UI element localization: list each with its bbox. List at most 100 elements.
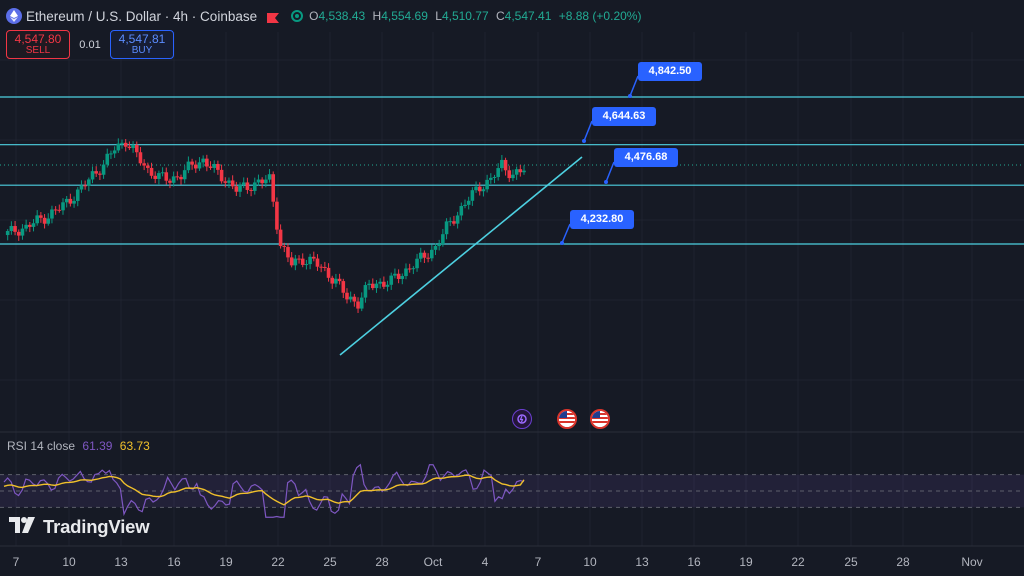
x-tick-label: 22 — [271, 555, 285, 569]
price-tag[interactable]: 4,644.63 — [592, 107, 656, 126]
candle-body — [219, 169, 224, 182]
candle-body — [389, 275, 394, 285]
rsi-legend[interactable]: RSI 14 close 61.39 63.73 — [7, 439, 150, 453]
candle-body — [356, 301, 360, 309]
candle-body — [68, 198, 73, 204]
candle-body — [153, 175, 158, 179]
event-icon[interactable] — [512, 409, 532, 429]
tradingview-logo[interactable]: TradingView — [9, 516, 150, 538]
candle-body — [400, 276, 405, 279]
flag-icon[interactable] — [267, 11, 280, 23]
candle-body — [481, 189, 486, 192]
candle-body — [441, 234, 445, 245]
candle-body — [208, 166, 213, 168]
us-flag-icon[interactable] — [557, 409, 577, 429]
x-tick-label: 13 — [114, 555, 128, 569]
candle-body — [311, 256, 316, 259]
candle-body — [422, 252, 427, 258]
candle-body — [474, 186, 478, 191]
candle-body — [175, 176, 180, 178]
candle-body — [374, 283, 379, 289]
x-tick-label: 16 — [687, 555, 701, 569]
candle-body — [223, 181, 228, 183]
candle-body — [418, 252, 423, 259]
candle-body — [94, 171, 98, 174]
candle-body — [271, 174, 276, 202]
candle-body — [404, 268, 408, 277]
x-tick-label: 13 — [635, 555, 649, 569]
candle-body — [489, 177, 493, 180]
price-tag[interactable]: 4,842.50 — [638, 62, 702, 81]
candle-body — [53, 209, 58, 211]
sell-button[interactable]: 4,547.80 SELL — [6, 30, 70, 59]
candle-body — [485, 179, 489, 190]
candle-body — [341, 281, 346, 293]
price-tag[interactable]: 4,476.68 — [614, 148, 678, 167]
candle-body — [345, 292, 349, 300]
candle-body — [411, 268, 416, 270]
x-tick-label: Oct — [424, 555, 443, 569]
ethereum-icon — [6, 8, 22, 24]
price-tag[interactable]: 4,232.80 — [570, 210, 634, 229]
candle-body — [216, 164, 220, 170]
candle-body — [238, 184, 242, 192]
tag-connector — [605, 161, 615, 183]
candle-body — [168, 180, 172, 183]
tag-anchor — [604, 180, 608, 184]
candle-body — [433, 246, 438, 250]
x-tick-label: 19 — [739, 555, 753, 569]
x-tick-label: 28 — [896, 555, 910, 569]
candle-body — [98, 173, 102, 175]
rsi-ma-line — [3, 474, 525, 506]
candle-body — [127, 146, 132, 149]
us-flag-icon[interactable] — [590, 409, 610, 429]
x-tick-label: 7 — [535, 555, 542, 569]
candle-body — [507, 170, 512, 179]
candle-body — [57, 209, 62, 211]
candle-body — [90, 171, 95, 180]
candle-body — [518, 169, 523, 173]
trade-panel: 4,547.80 SELL 0.01 4,547.81 BUY — [6, 30, 174, 59]
rsi-ma-value: 63.73 — [119, 439, 150, 453]
x-tick-label: 25 — [844, 555, 858, 569]
spread-value: 0.01 — [79, 38, 101, 51]
tag-connector — [583, 120, 593, 142]
candle-body — [385, 284, 390, 287]
candle-body — [87, 179, 91, 186]
candle-body — [190, 161, 194, 165]
candle-body — [323, 266, 327, 268]
candle-body — [275, 201, 279, 230]
candle-body — [46, 218, 51, 224]
rsi-line — [3, 463, 525, 518]
rsi-label: RSI 14 close — [7, 439, 76, 453]
candle-body — [197, 162, 202, 169]
candle-body — [109, 153, 113, 155]
candle-body — [348, 296, 353, 300]
candle-body — [500, 159, 504, 169]
candle-body — [492, 176, 497, 178]
symbol-title[interactable]: Ethereum / U.S. Dollar · 4h · Coinbase — [26, 8, 258, 24]
x-tick-label: 16 — [167, 555, 181, 569]
symbol-header: Ethereum / U.S. Dollar · 4h · Coinbase O… — [0, 0, 645, 32]
candle-body — [160, 172, 165, 174]
candle-body — [359, 297, 364, 309]
candle-body — [149, 167, 154, 176]
candle-body — [212, 164, 217, 168]
tag-anchor — [628, 94, 632, 98]
candle-body — [5, 231, 10, 236]
candle-body — [437, 244, 441, 247]
candle-body — [20, 228, 25, 236]
x-tick-label: 4 — [482, 555, 489, 569]
buy-button[interactable]: 4,547.81 BUY — [110, 30, 174, 59]
x-tick-label: 7 — [13, 555, 20, 569]
candle-body — [297, 258, 301, 260]
candle-body — [227, 180, 231, 183]
candle-body — [75, 189, 80, 201]
candle-body — [9, 226, 14, 232]
candle-body — [230, 180, 235, 187]
candle-body — [252, 182, 257, 191]
candle-body — [352, 296, 357, 302]
candle-body — [13, 226, 17, 232]
candle-body — [452, 221, 456, 224]
